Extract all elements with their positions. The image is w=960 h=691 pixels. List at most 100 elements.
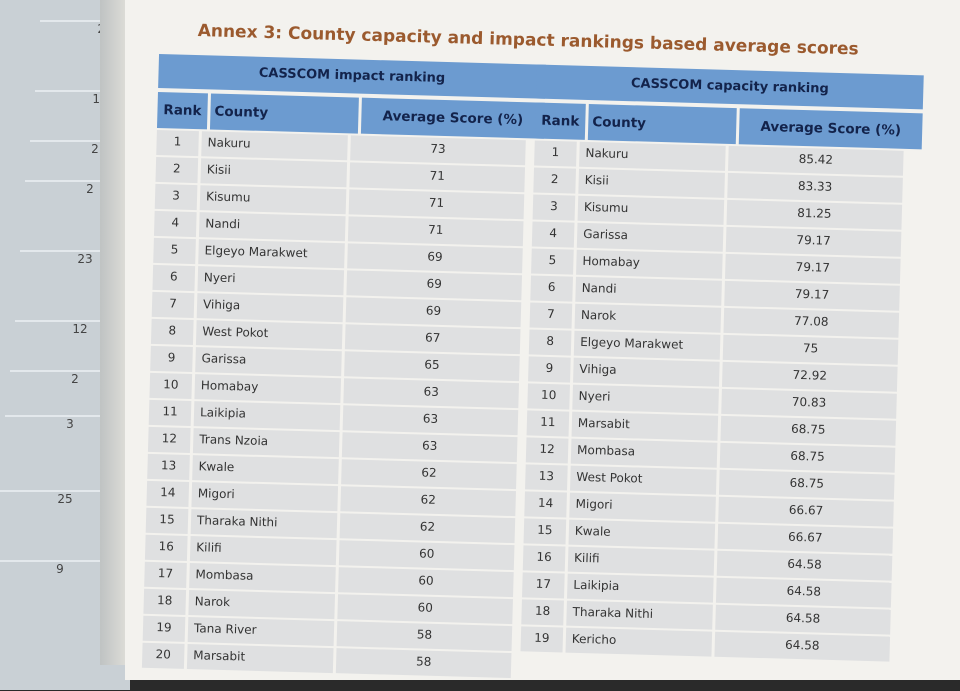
county-cell: Vihiga	[196, 293, 344, 323]
county-cell: Mombasa	[570, 438, 718, 468]
rank-cell: 19	[520, 626, 564, 653]
rank-cell: 3	[532, 194, 576, 221]
score-cell: 63	[343, 378, 519, 409]
rank-cell: 1	[534, 140, 577, 167]
county-cell: Nakuru	[579, 141, 726, 171]
county-cell: Elgeyo Marakwet	[198, 239, 345, 269]
rank-cell: 1	[156, 129, 199, 157]
rank-cell: 4	[531, 221, 575, 248]
score-cell: 62	[339, 513, 516, 544]
rank-cell: 16	[144, 534, 188, 561]
score-cell: 67	[344, 324, 521, 355]
rank-cell: 11	[148, 399, 192, 427]
column-header: Average Score (%)	[738, 108, 923, 150]
score-cell: 58	[335, 648, 512, 679]
score-cell: 79.17	[724, 253, 901, 284]
rank-cell: 12	[147, 426, 191, 454]
score-cell: 71	[348, 189, 525, 220]
score-cell: 83.33	[727, 172, 903, 203]
facing-page-number: 2	[25, 180, 155, 196]
county-cell: Tharaka Nithi	[566, 600, 713, 630]
rank-cell: 2	[155, 156, 199, 184]
facing-page-number: 23	[20, 250, 150, 266]
rank-cell: 11	[526, 410, 570, 437]
county-cell: Nyeri	[572, 384, 719, 414]
county-cell: Migori	[191, 482, 339, 512]
score-cell: 71	[349, 162, 526, 193]
county-cell: Vihiga	[573, 357, 720, 387]
rank-cell: 6	[152, 264, 196, 292]
county-cell: Marsabit	[571, 411, 719, 441]
county-cell: Tharaka Nithi	[190, 509, 338, 539]
county-cell: Kisumu	[577, 195, 725, 225]
column-header: County	[587, 104, 737, 145]
rank-cell: 14	[524, 491, 567, 518]
rank-cell: 15	[523, 518, 567, 545]
county-cell: Homabay	[194, 374, 342, 404]
rank-cell: 2	[533, 167, 577, 194]
county-cell: Kilifi	[189, 536, 337, 566]
county-cell: Nyeri	[197, 266, 345, 296]
rank-cell: 15	[145, 507, 189, 534]
county-cell: Migori	[569, 492, 716, 522]
score-cell: 63	[341, 432, 518, 463]
rank-cell: 13	[147, 453, 190, 480]
rank-cell: 5	[153, 237, 196, 265]
score-cell: 65	[344, 351, 520, 382]
score-cell: 60	[337, 594, 513, 625]
score-cell: 68.75	[719, 442, 896, 473]
rank-cell: 10	[149, 372, 193, 400]
score-cell: 58	[336, 621, 513, 652]
score-cell: 85.42	[728, 145, 904, 176]
county-cell: Kericho	[565, 627, 713, 657]
rank-cell: 7	[151, 291, 195, 319]
county-cell: Trans Nzoia	[192, 428, 340, 458]
score-cell: 60	[338, 567, 514, 598]
county-cell: West Pokot	[570, 465, 717, 495]
score-cell: 68.75	[718, 469, 895, 500]
county-cell: Kilifi	[567, 546, 715, 576]
county-cell: Narok	[574, 303, 722, 333]
facing-page-number: 9	[0, 560, 125, 576]
score-cell: 73	[350, 135, 526, 166]
capacity-ranking-table: CASSCOM capacity ranking Rank County Averag…	[520, 64, 924, 665]
score-cell: 64.58	[715, 604, 891, 635]
document-page: Annex 3: County capacity and impact rank…	[125, 0, 960, 680]
table-group-header: CASSCOM capacity ranking	[535, 64, 924, 110]
county-cell: Marsabit	[186, 644, 334, 674]
impact-ranking-table: CASSCOM impact ranking Rank County Average …	[141, 53, 546, 681]
county-cell: Kwale	[568, 519, 716, 549]
score-cell: 75	[722, 334, 899, 365]
county-cell: Kisii	[200, 158, 348, 188]
rank-cell: 18	[521, 599, 564, 626]
rank-cell: 19	[142, 615, 186, 642]
rank-cell: 16	[522, 545, 566, 572]
score-cell: 79.17	[724, 280, 900, 311]
score-cell: 64.58	[714, 631, 891, 662]
facing-page-number: 25	[0, 490, 130, 506]
score-cell: 70.83	[721, 388, 897, 419]
rank-cell: 4	[153, 210, 197, 238]
facing-page-number: 3	[5, 415, 135, 431]
score-cell: 81.25	[726, 199, 903, 230]
county-cell: Tana River	[187, 617, 335, 647]
score-cell: 64.58	[716, 550, 893, 581]
score-cell: 62	[341, 459, 517, 490]
county-cell: Garissa	[195, 347, 342, 377]
county-cell: West Pokot	[195, 320, 343, 350]
county-cell: Kwale	[192, 455, 339, 485]
rank-cell: 13	[525, 464, 568, 491]
facing-page-number: 12	[15, 320, 145, 336]
county-cell: Kisii	[578, 168, 725, 198]
county-cell: Laikipia	[567, 573, 714, 603]
score-cell: 64.58	[715, 577, 892, 608]
score-cell: 62	[340, 486, 516, 517]
score-cell: 68.75	[720, 415, 897, 446]
rank-cell: 6	[530, 275, 573, 302]
county-cell: Mombasa	[189, 563, 336, 593]
score-cell: 79.17	[725, 226, 902, 257]
facing-page-number: 2	[10, 370, 140, 386]
column-header: Rank	[156, 91, 208, 130]
column-header: Average Score (%)	[360, 97, 545, 139]
rank-cell: 12	[525, 437, 569, 464]
